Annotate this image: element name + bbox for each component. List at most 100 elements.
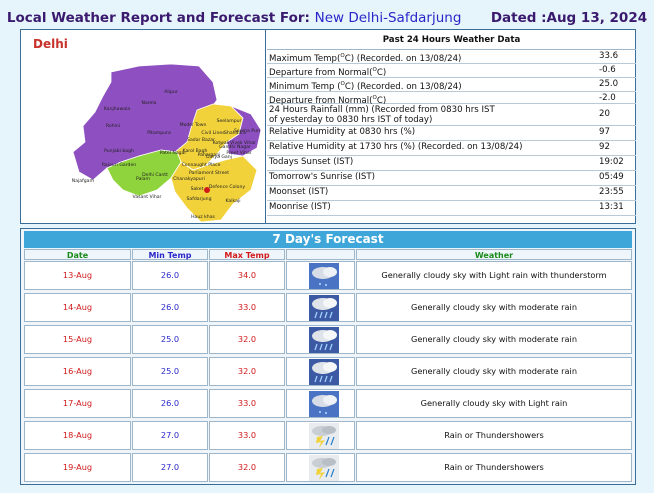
observation-value: 92 (599, 142, 610, 152)
district-label: Palam (136, 176, 150, 182)
district-labels: Narela Rohini Model Town Alipur Kanjhawala Pi… (72, 89, 260, 220)
district-label: Darya Ganj (206, 154, 232, 160)
forecast-min-temp: 25.0 (132, 325, 208, 354)
district-label: Hauz khas (191, 214, 215, 220)
district-label: Alipur (164, 89, 178, 95)
page-header: Local Weather Report and Forecast For: N… (0, 10, 654, 26)
observation-row: 24 Hours Rainfall (mm) (Recorded from 08… (267, 104, 636, 126)
observation-row: Moonrise (IST) 13:31 (267, 201, 636, 216)
forecast-date: 17-Aug (24, 389, 131, 418)
district-label: Kotwali (213, 140, 230, 146)
forecast-date: 19-Aug (24, 453, 131, 482)
forecast-max-temp: 34.0 (209, 261, 285, 290)
district-label: Vasant Vihar (133, 194, 162, 200)
observation-value: -2.0 (599, 93, 616, 103)
observation-label: Tomorrow's Sunrise (IST) (269, 172, 375, 182)
forecast-icon-cell (286, 389, 355, 418)
observation-value: 20 (599, 109, 610, 119)
district-label: Saket (191, 186, 204, 192)
forecast-title: 7 Day's Forecast (24, 231, 632, 248)
forecast-date: 15-Aug (24, 325, 131, 354)
district-label: Kanjhawala (104, 106, 131, 112)
report-date: Dated :Aug 13, 2024 (490, 10, 648, 26)
forecast-max-temp: 33.0 (209, 293, 285, 322)
district-label: Preet Vihar (226, 150, 251, 156)
observation-row: Todays Sunset (IST) 19:02 (267, 156, 636, 171)
district-label: Karol Bagh (183, 148, 208, 154)
district-label: Najafgarh (72, 178, 94, 184)
cloud-moderate-rain-icon (309, 327, 339, 353)
district-label: Kalkaji (226, 198, 241, 204)
header-max-temp: Max Temp (209, 249, 285, 260)
observation-label: Departure from Normal(OC) (269, 67, 387, 78)
observation-value: 25.0 (599, 79, 619, 89)
observation-value: 23:55 (599, 187, 624, 197)
observation-label: Moonrise (IST) (269, 202, 331, 212)
header-min-temp: Min Temp (132, 249, 208, 260)
district-label: Paharganj (198, 152, 221, 158)
district-label: Rajouri Garden (102, 162, 136, 168)
cloud-light-rain-icon (309, 391, 339, 417)
map-title: Delhi (33, 37, 68, 51)
forecast-min-temp: 27.0 (132, 453, 208, 482)
district-label: Parliament Street (189, 170, 229, 176)
observation-value: 05:49 (599, 172, 624, 182)
observation-label: Relative Humidity at 0830 hrs (%) (269, 127, 416, 137)
observation-label: Relative Humidity at 1730 hrs (%) (Recor… (269, 142, 523, 152)
forecast-icon-cell (286, 421, 355, 450)
forecast-weather: Generally cloudy sky with Light rain (356, 389, 632, 418)
observation-rows: Maximum Temp(OC) (Recorded. on 13/08/24)… (267, 50, 636, 216)
station-location-marker (204, 187, 210, 193)
header-title: Local Weather Report and Forecast For: (6, 10, 310, 26)
forecast-icon-cell (286, 453, 355, 482)
forecast-min-temp: 26.0 (132, 389, 208, 418)
observations-table: Past 24 Hours Weather Data Maximum Temp(… (267, 30, 636, 216)
observation-row: Maximum Temp(OC) (Recorded. on 13/08/24)… (267, 50, 636, 64)
forecast-icon-cell (286, 357, 355, 386)
thunderstorm-icon (309, 455, 339, 481)
observation-value: 19:02 (599, 157, 624, 167)
district-label: Rohini (106, 123, 120, 129)
cloud-moderate-rain-icon (309, 359, 339, 385)
observation-label: Maximum Temp(OC) (Recorded. on 13/08/24) (269, 53, 462, 64)
forecast-min-temp: 27.0 (132, 421, 208, 450)
observation-row: Departure from Normal(OC) -2.0 (267, 92, 636, 106)
district-label: Shahdara (224, 130, 246, 136)
district-map-graphic: Narela Rohini Model Town Alipur Kanjhawala Pi… (72, 63, 262, 223)
district-label: Narela (142, 100, 157, 106)
forecast-min-temp: 26.0 (132, 261, 208, 290)
forecast-weather: Generally cloudy sky with moderate rain (356, 357, 632, 386)
forecast-icon-cell (286, 325, 355, 354)
observations-title: Past 24 Hours Weather Data (267, 30, 636, 50)
forecast-max-temp: 32.0 (209, 325, 285, 354)
district-label: Punjabi bagh (104, 148, 134, 154)
district-label: Patel Nagar (160, 150, 187, 156)
district-label: Safdarjung (187, 196, 212, 202)
forecast-max-temp: 33.0 (209, 389, 285, 418)
observation-label: Minimum Temp (OC) (Recorded. on 13/08/24… (269, 81, 462, 92)
district-label: Seelampur (217, 118, 242, 124)
forecast-icon-cell (286, 261, 355, 290)
forecast-min-temp: 25.0 (132, 357, 208, 386)
forecast-panel: 7 Day's Forecast Date Min Temp Max Temp … (20, 228, 636, 485)
current-weather-panel: Narela Rohini Model Town Alipur Kanjhawala Pi… (20, 29, 636, 224)
observation-row: Relative Humidity at 0830 hrs (%) 97 (267, 126, 636, 141)
district-label: Delhi Cantt (142, 172, 168, 178)
forecast-max-temp: 32.0 (209, 357, 285, 386)
observation-value: 97 (599, 127, 610, 137)
forecast-max-temp: 33.0 (209, 421, 285, 450)
district-label: Chanakyapuri (173, 176, 205, 182)
forecast-date: 14-Aug (24, 293, 131, 322)
station-name: New Delhi-Safdarjung (314, 10, 462, 26)
observation-row: Relative Humidity at 1730 hrs (%) (Recor… (267, 141, 636, 156)
district-label: Connaught Place (182, 162, 221, 168)
district-label: Pitampura (147, 130, 171, 136)
observation-value: 33.6 (599, 51, 619, 61)
observation-row: Minimum Temp (OC) (Recorded. on 13/08/24… (267, 78, 636, 92)
forecast-weather: Rain or Thundershowers (356, 421, 632, 450)
forecast-max-temp: 32.0 (209, 453, 285, 482)
observation-row: Moonset (IST) 23:55 (267, 186, 636, 201)
district-label: Model Town (180, 122, 207, 128)
observation-label: 24 Hours Rainfall (mm) (Recorded from 08… (269, 105, 495, 125)
observation-label: Departure from Normal(OC) (269, 95, 387, 106)
